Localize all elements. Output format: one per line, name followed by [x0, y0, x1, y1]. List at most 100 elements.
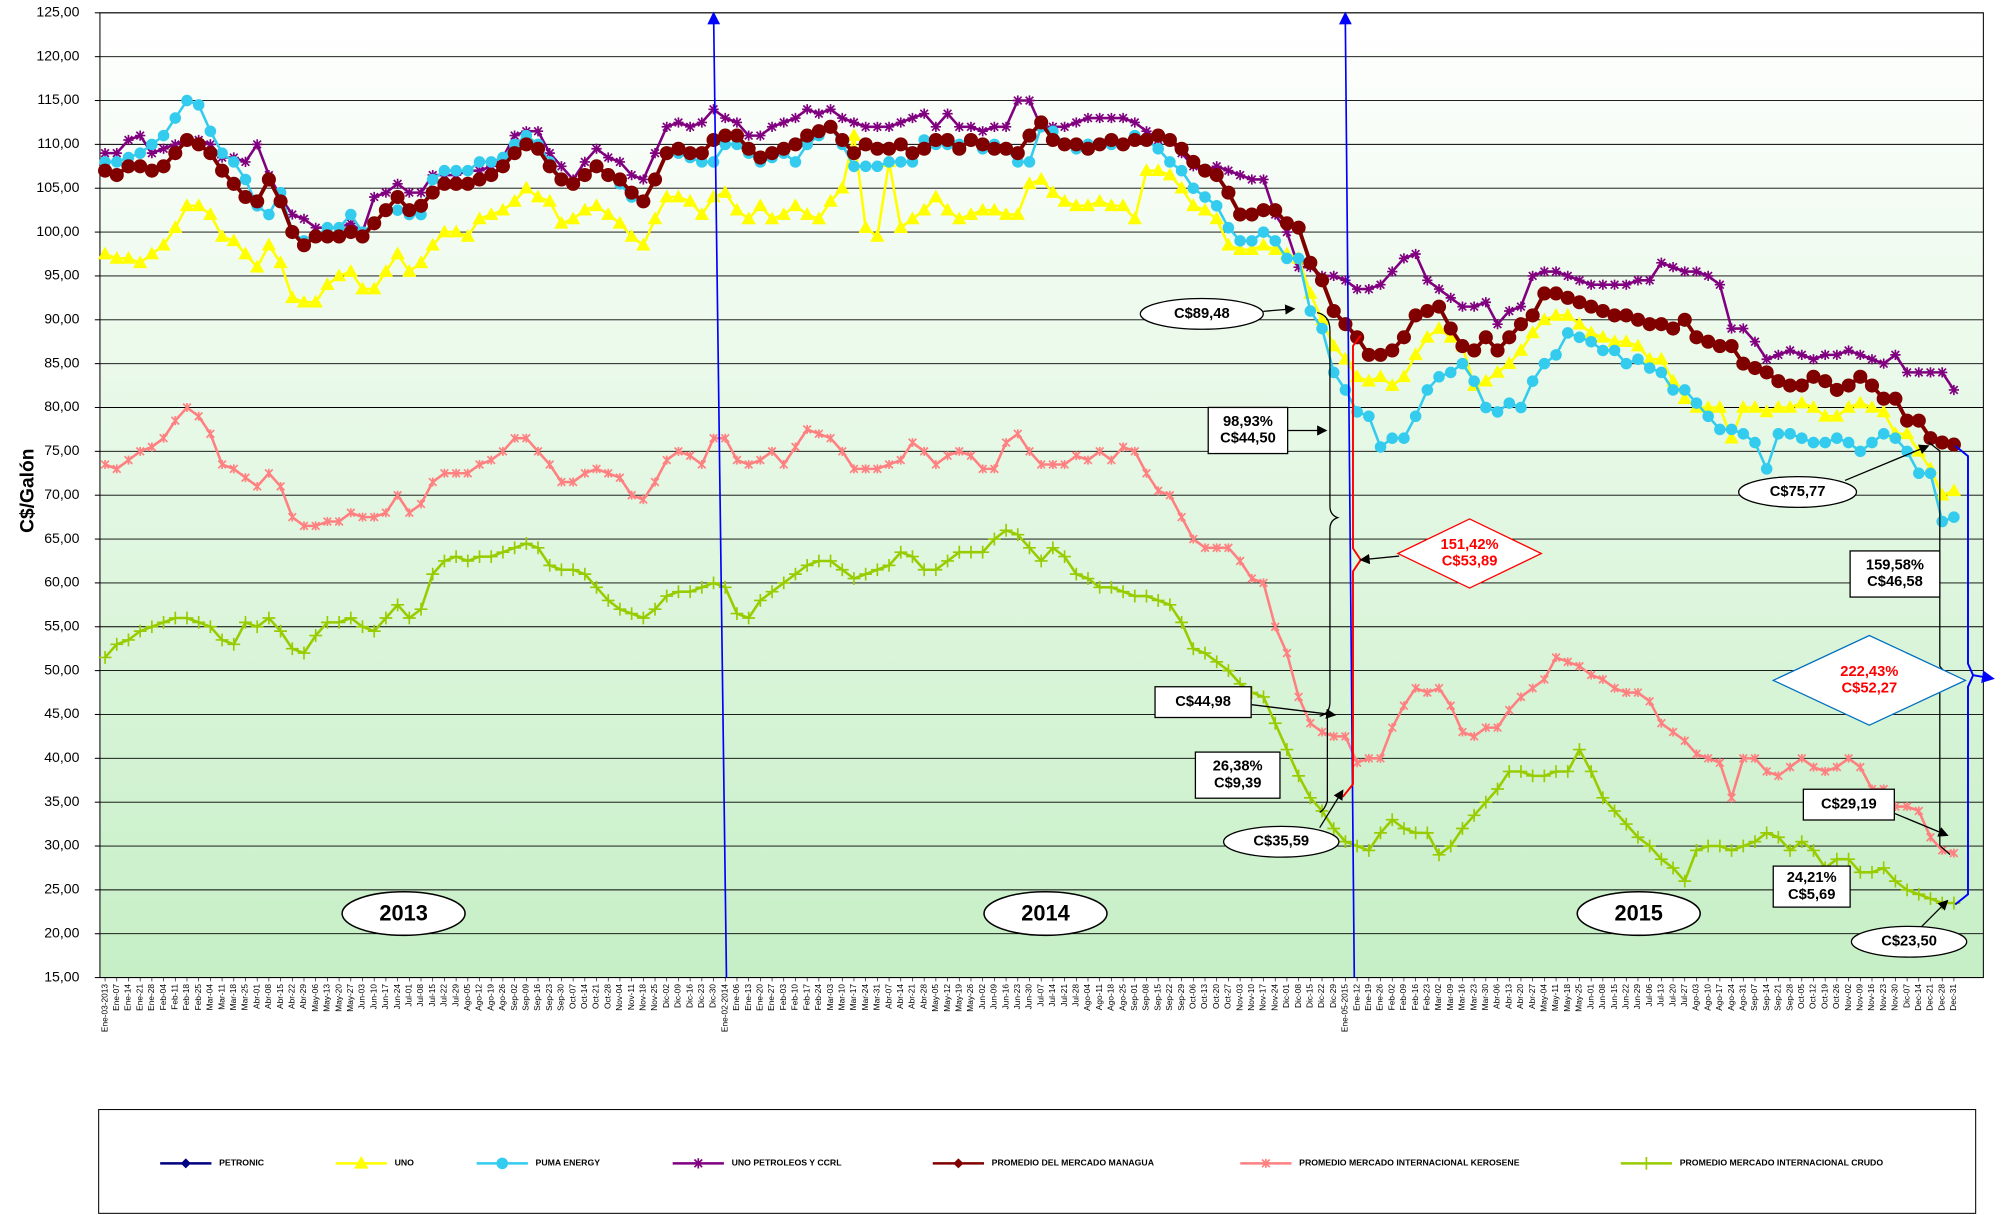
marker [1785, 762, 1795, 772]
marker [1829, 382, 1844, 397]
marker [1561, 765, 1575, 778]
marker [1549, 286, 1564, 301]
marker [1574, 275, 1585, 286]
marker [1223, 165, 1234, 176]
marker [1538, 357, 1551, 370]
marker [1749, 336, 1761, 347]
marker [554, 215, 569, 229]
callout-text: C$44,50 [1220, 431, 1276, 447]
x-tick-label: Abr-08 [263, 984, 273, 1009]
marker [555, 563, 568, 577]
marker [1303, 791, 1317, 805]
x-tick-label: Sep-02 [509, 984, 519, 1011]
marker [1153, 486, 1163, 496]
y-tick-label: 75,00 [44, 442, 79, 458]
marker [1233, 207, 1248, 222]
x-tick-label: Ago-11 [1094, 984, 1104, 1011]
marker [1924, 892, 1937, 906]
marker [1232, 242, 1248, 255]
marker [1444, 366, 1457, 379]
marker [1364, 753, 1374, 763]
marker [1502, 356, 1517, 369]
x-tick-label: Sep-30 [556, 984, 566, 1011]
marker [308, 229, 323, 244]
marker [1855, 762, 1865, 772]
marker [755, 455, 765, 465]
marker [636, 611, 650, 625]
marker [577, 202, 593, 216]
x-tick-label: Ene-14 [123, 984, 133, 1011]
callout-text: C$52,27 [1842, 681, 1898, 697]
marker [121, 159, 136, 174]
series [99, 95, 1960, 396]
x-tick-label: Sep-07 [1749, 984, 1759, 1011]
marker [729, 128, 744, 143]
marker [1291, 220, 1306, 235]
marker [484, 207, 499, 220]
marker [1654, 852, 1668, 866]
x-tick-label: Dec-14 [1913, 984, 1923, 1011]
marker [1539, 674, 1549, 684]
marker [1071, 451, 1081, 461]
marker [519, 537, 533, 550]
marker [931, 460, 941, 469]
marker [544, 148, 555, 159]
marker [788, 137, 803, 152]
marker [414, 602, 428, 616]
marker [942, 108, 953, 119]
marker [1045, 185, 1061, 198]
marker [109, 250, 124, 264]
marker [884, 460, 894, 469]
x-tick-label: Jun-24 [392, 984, 402, 1010]
marker [720, 433, 730, 443]
marker [1001, 438, 1011, 448]
marker [484, 168, 499, 183]
marker [1946, 483, 1962, 497]
marker [1563, 657, 1573, 667]
year-divider [707, 11, 728, 978]
marker [239, 173, 252, 186]
x-tick-label: Abr-06 [1492, 984, 1502, 1009]
marker [894, 545, 908, 559]
marker [1234, 235, 1246, 247]
x-tick-label: Oct-14 [579, 984, 589, 1009]
marker [484, 550, 498, 563]
year-badge [1576, 890, 1701, 937]
marker [192, 99, 205, 111]
marker [1491, 782, 1504, 796]
marker [507, 146, 522, 161]
marker [475, 460, 484, 469]
marker [1399, 701, 1409, 711]
x-tick-label: Nov-03 [1234, 984, 1244, 1011]
marker [861, 464, 871, 474]
marker [112, 464, 122, 474]
marker [191, 198, 206, 212]
marker [1282, 648, 1292, 658]
marker [603, 468, 613, 478]
x-tick-label: Ene-07 [111, 984, 121, 1011]
marker [381, 508, 391, 518]
legend-label: PROMEDIO MERCADO INTERNACIONAL KEROSENE [1299, 1158, 1520, 1168]
marker [542, 193, 557, 207]
x-tick-label: Mar-17 [848, 984, 858, 1011]
marker [1304, 305, 1317, 317]
marker [963, 132, 979, 148]
marker [837, 446, 847, 456]
y-tick-label: 30,00 [44, 837, 79, 853]
marker [355, 229, 370, 244]
x-tick-label: Abr-13 [1503, 984, 1513, 1009]
marker [1432, 848, 1446, 862]
legend: PETRONIC UNO PUMA ENERGY UNO PETROLEOS Y CC… [160, 1155, 1883, 1170]
marker [1561, 327, 1574, 339]
marker [472, 172, 487, 187]
marker [1140, 589, 1153, 603]
x-tick-label: Ene-28 [146, 984, 156, 1011]
marker [1082, 112, 1094, 124]
marker [742, 611, 756, 625]
marker [1513, 343, 1529, 356]
marker [462, 164, 474, 177]
y-tick-label: 80,00 [44, 398, 79, 414]
marker [1877, 428, 1890, 440]
marker [1736, 839, 1750, 853]
marker [1680, 736, 1690, 746]
